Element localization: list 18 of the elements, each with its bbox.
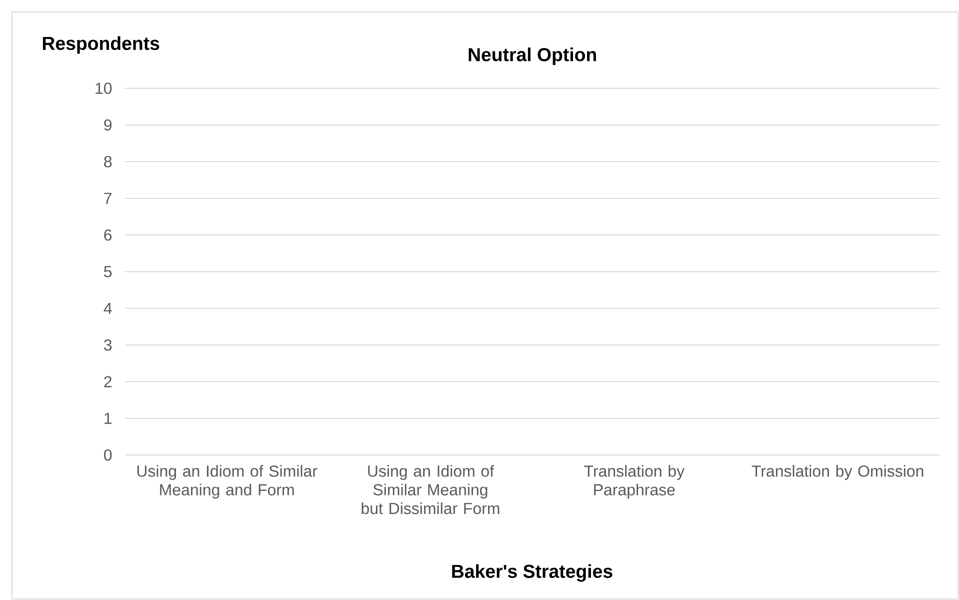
y-tick-label: 7 bbox=[104, 192, 112, 204]
chart-title: Neutral Option bbox=[468, 48, 596, 65]
x-tick-label: Translation by Paraphrase bbox=[584, 465, 685, 499]
y-tick-label: 0 bbox=[104, 449, 112, 461]
y-tick-label: 6 bbox=[104, 229, 112, 241]
y-tick-label: 5 bbox=[104, 266, 112, 278]
y-tick-label: 3 bbox=[104, 339, 112, 351]
x-tick-label: Translation by Omission bbox=[752, 465, 924, 480]
y-axis-title: Respondents bbox=[42, 36, 160, 54]
y-tick-label: 4 bbox=[104, 302, 112, 314]
x-tick-label: Using an Idiom of Similar Meaning and Form bbox=[137, 465, 318, 499]
y-tick-label: 2 bbox=[104, 376, 112, 388]
y-tick-label: 10 bbox=[96, 82, 112, 94]
y-tick-label: 8 bbox=[104, 156, 112, 168]
x-tick-label: Using an Idiom of Similar Meaning but Dissimilar Form bbox=[362, 465, 500, 514]
x-axis-title: Baker's Strategies bbox=[452, 564, 612, 582]
y-tick-label: 1 bbox=[104, 412, 112, 424]
y-tick-label: 9 bbox=[104, 119, 112, 131]
